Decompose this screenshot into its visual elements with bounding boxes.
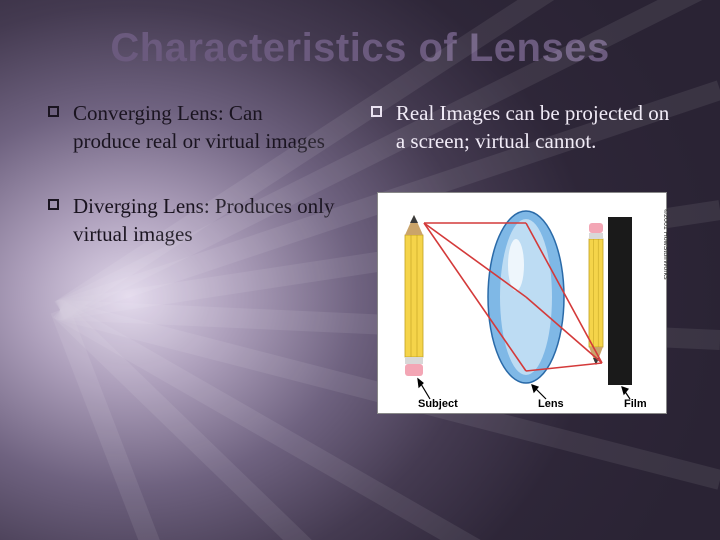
film-plane <box>608 217 632 385</box>
slide: Characteristics of Lenses Converging Len… <box>0 0 720 540</box>
right-column: Real Images can be projected on a screen… <box>371 99 672 414</box>
subject-pencil <box>405 215 423 376</box>
content-columns: Converging Lens: Can produce real or vir… <box>40 99 680 414</box>
bullet-text: Diverging Lens: Produces only virtual im… <box>73 192 335 249</box>
label-lens: Lens <box>538 398 564 410</box>
slide-title: Characteristics of Lenses <box>40 26 680 71</box>
left-column: Converging Lens: Can produce real or vir… <box>48 99 335 414</box>
lens-diagram: Subject Lens Film ©2001 HowStuffWorks <box>377 192 667 414</box>
bullet-item: Real Images can be projected on a screen… <box>371 99 672 156</box>
bullet-item: Converging Lens: Can produce real or vir… <box>48 99 335 156</box>
bullet-marker-icon <box>48 106 59 117</box>
copyright-text: ©2001 HowStuffWorks <box>662 209 668 280</box>
bullet-item: Diverging Lens: Produces only virtual im… <box>48 192 335 249</box>
lens-diagram-svg: Subject Lens Film ©2001 HowStuffWorks <box>378 193 668 415</box>
bullet-marker-icon <box>48 199 59 210</box>
bullet-text: Real Images can be projected on a screen… <box>396 99 672 156</box>
bullet-marker-icon <box>371 106 382 117</box>
label-film: Film <box>624 398 647 410</box>
label-subject: Subject <box>418 398 458 410</box>
bullet-text: Converging Lens: Can produce real or vir… <box>73 99 335 156</box>
